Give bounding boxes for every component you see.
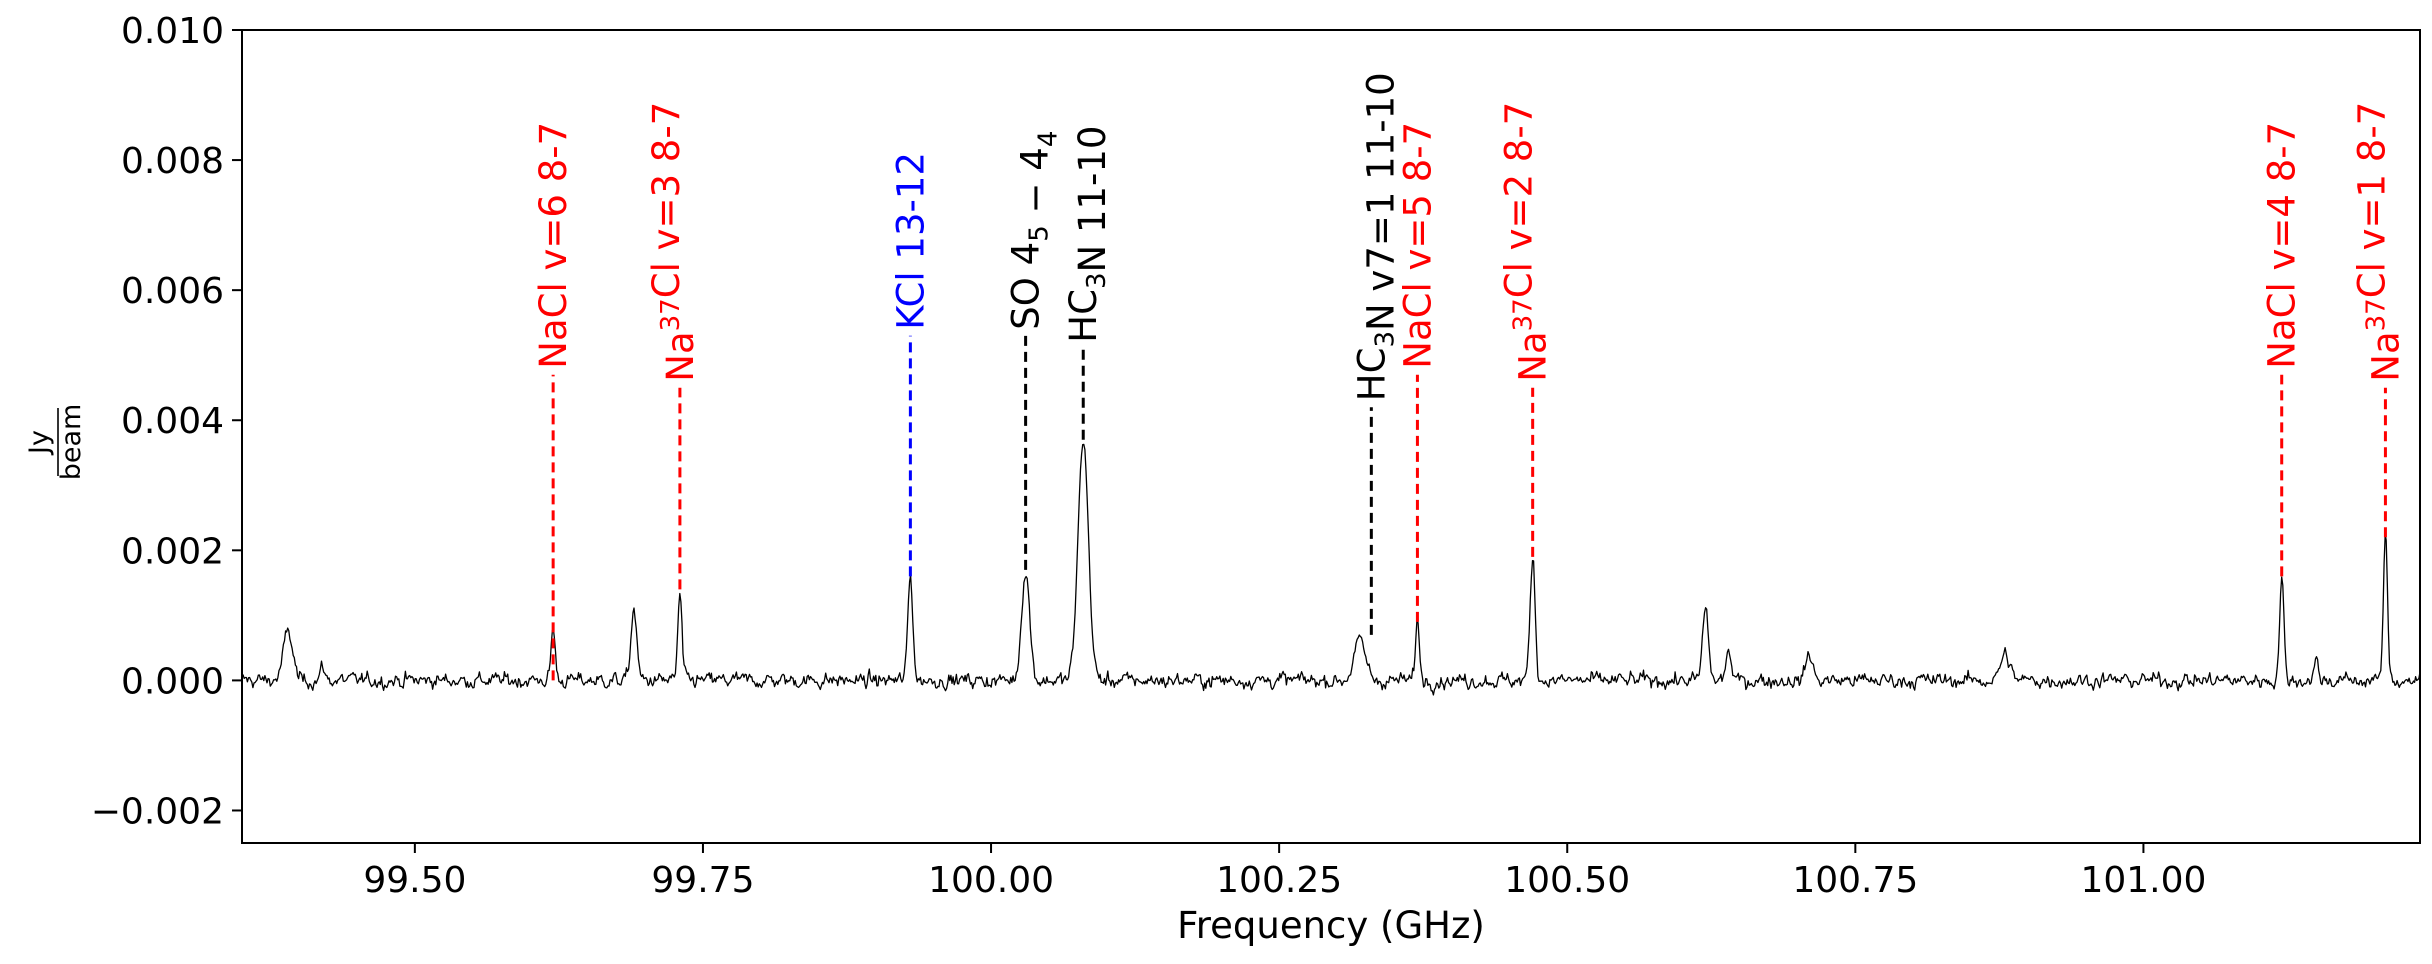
- y-tick-label: 0.000: [121, 661, 224, 702]
- line-marker-label: HC3N v7=1 11-10: [1350, 72, 1402, 401]
- y-tick-label: 0.004: [121, 401, 224, 442]
- y-axis-label: Jy beam: [24, 404, 87, 481]
- x-tick-label: 100.25: [1216, 860, 1342, 901]
- line-marker-label: NaCl v=4 8-7: [2261, 122, 2304, 369]
- y-tick-label: −0.002: [91, 791, 224, 832]
- y-axis-label-denominator: beam: [56, 404, 87, 481]
- line-marker-label: Na37Cl v=1 8-7: [2350, 102, 2407, 382]
- line-marker-label: NaCl v=5 8-7: [1396, 122, 1439, 369]
- spectrum-line: [241, 443, 2421, 696]
- line-marker-label: Na37Cl v=3 8-7: [645, 102, 702, 382]
- x-tick-label: 100.75: [1792, 860, 1918, 901]
- y-tick-label: 0.010: [121, 11, 224, 52]
- line-marker-label: SO 45 − 44: [1005, 131, 1064, 330]
- y-tick-label: 0.002: [121, 531, 224, 572]
- x-tick-label: 101.00: [2080, 860, 2206, 901]
- plot-frame: [241, 29, 2421, 844]
- x-tick-label: 100.00: [928, 860, 1054, 901]
- spectrum-layer: [241, 443, 2421, 696]
- line-marker-label: KCl 13-12: [889, 152, 932, 330]
- line-marker-label: NaCl v=6 8-7: [532, 122, 575, 369]
- line-marker-label: HC3N 11-10: [1062, 126, 1114, 343]
- line-marker-layer: NaCl v=6 8-7 Na37Cl v=3 8-7 KCl 13-12 SO 45…: [532, 72, 2407, 681]
- y-axis-ticks: −0.002 0.000 0.002 0.004 0.006 0.008 0.010: [91, 11, 242, 832]
- x-axis-ticks: 99.50 99.75 100.00 100.25 100.50 100.75 101.00: [363, 843, 2206, 901]
- y-tick-label: 0.008: [121, 141, 224, 182]
- y-axis-label-numerator: Jy: [24, 430, 55, 456]
- x-tick-label: 99.50: [363, 860, 466, 901]
- y-tick-label: 0.006: [121, 271, 224, 312]
- x-axis-label: Frequency (GHz): [1177, 904, 1485, 947]
- line-marker-label: Na37Cl v=2 8-7: [1498, 102, 1555, 382]
- x-tick-label: 100.50: [1504, 860, 1630, 901]
- x-tick-label: 99.75: [651, 860, 754, 901]
